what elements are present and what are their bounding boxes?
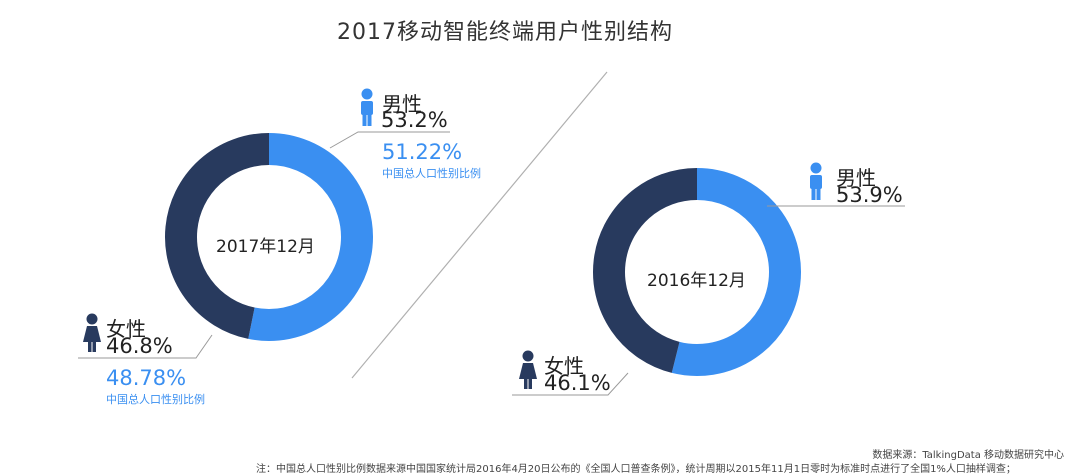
pct-female-2017: 46.8% (106, 334, 173, 358)
pct-male-2016: 53.9% (836, 183, 903, 207)
footnote: 注：中国总人口性别比例数据来源中国国家统计局2016年4月20日公布的《全国人口… (256, 464, 1016, 475)
leader-line-2016-female (512, 372, 629, 396)
female-person-icon (519, 350, 537, 389)
donut-slice-2017-female (165, 133, 270, 339)
pct-female-2016: 46.1% (544, 371, 611, 395)
female-person-icon (83, 313, 101, 352)
legend-male-2017: 男性 (382, 92, 422, 116)
divider-line (351, 71, 608, 379)
leader-line-2017-female (78, 334, 213, 359)
center-label-2017: 2017年12月 (216, 237, 315, 257)
legend-female-2016: 女性 (544, 354, 584, 378)
male-person-icon (810, 162, 822, 200)
legend-male-2016: 男性 (836, 166, 876, 190)
donut-slice-2016-male (671, 168, 801, 376)
national-female-note: 中国总人口性别比例 (106, 393, 205, 406)
male-person-icon (361, 88, 373, 126)
national-female-pct: 48.78% (106, 366, 187, 390)
legend-female-2017: 女性 (106, 317, 146, 341)
national-male-note: 中国总人口性别比例 (382, 167, 481, 180)
donut-2017 (165, 133, 373, 341)
center-label-2016: 2016年12月 (647, 271, 746, 291)
donut-slice-2017-male (248, 133, 373, 341)
pct-male-2017: 53.2% (381, 108, 448, 132)
data-source: 数据来源：TalkingData 移动数据研究中心 (872, 450, 1064, 461)
donut-slice-2016-female (593, 168, 698, 373)
donut-2016 (593, 168, 801, 376)
leader-line-2017-male (329, 131, 450, 149)
chart-title: 2017移动智能终端用户性别结构 (337, 20, 673, 45)
national-male-pct: 51.22% (382, 140, 463, 164)
